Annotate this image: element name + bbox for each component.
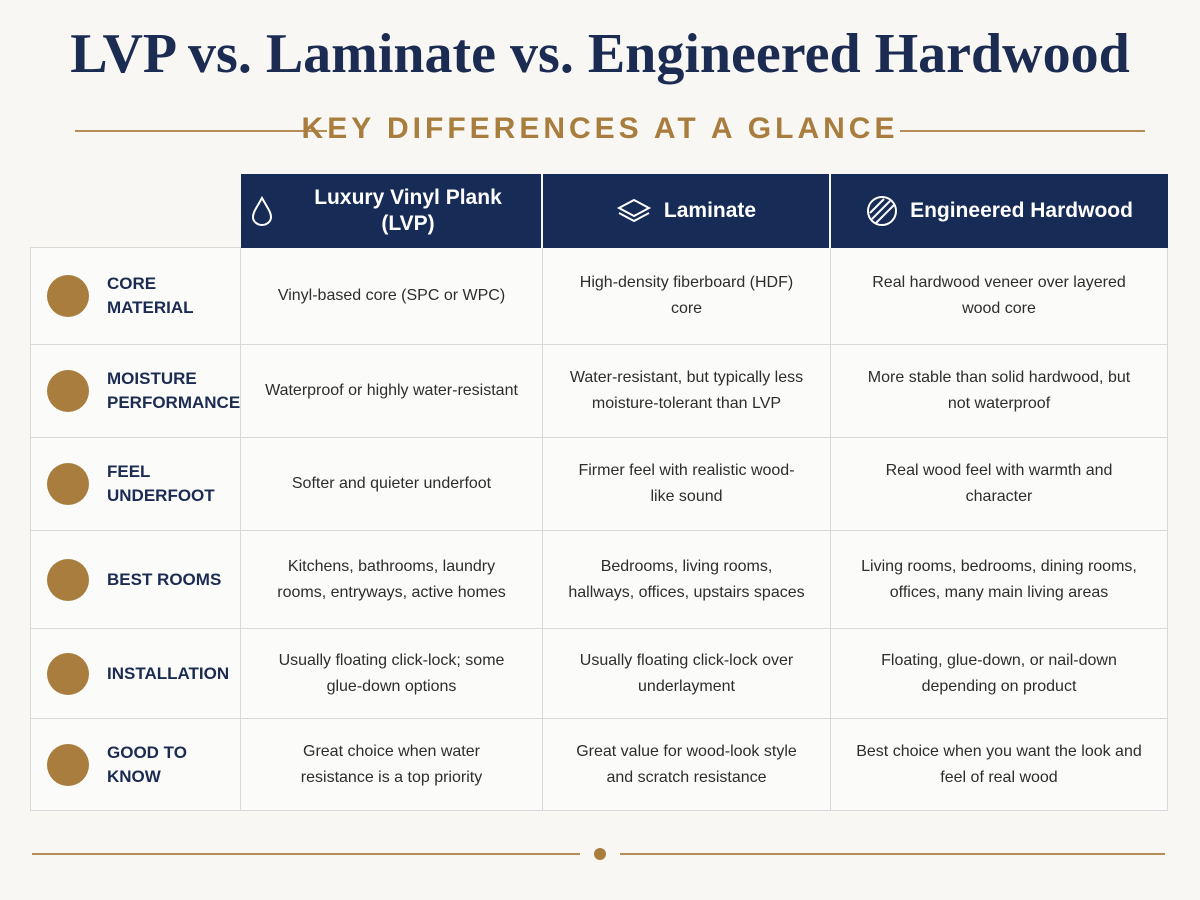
- divider: [900, 130, 1145, 132]
- table-cell: Firmer feel with realistic wood-like sou…: [543, 438, 831, 531]
- column-header: Engineered Hardwood: [831, 174, 1168, 248]
- comparison-table: Luxury Vinyl Plank (LVP) Laminate Engine…: [30, 174, 1168, 811]
- table-cell: Vinyl-based core (SPC or WPC): [241, 248, 543, 345]
- column-header: Laminate: [543, 174, 831, 248]
- table-cell: Kitchens, bathrooms, laundry rooms, entr…: [241, 531, 543, 629]
- row-label: BEST ROOMS: [107, 569, 222, 589]
- row-header: MOISTURE PERFORMANCE: [30, 345, 241, 438]
- column-header: Luxury Vinyl Plank (LVP): [241, 174, 543, 248]
- row-label: MOISTURE PERFORMANCE: [107, 369, 241, 412]
- table-cell: More stable than solid hardwood, but not…: [831, 345, 1168, 438]
- row-label: FEEL UNDERFOOT: [107, 462, 215, 505]
- divider: [620, 853, 1165, 855]
- row-header: BEST ROOMS: [30, 531, 241, 629]
- row-header: GOOD TO KNOW: [30, 719, 241, 811]
- row-label: INSTALLATION: [107, 663, 230, 683]
- row-icon: [47, 743, 89, 786]
- title: LVP vs. Laminate vs. Engineered Hardwood: [70, 23, 1130, 85]
- layers-icon: [616, 198, 652, 223]
- row-header: FEEL UNDERFOOT: [30, 438, 241, 531]
- table-cell: Waterproof or highly water-resistant: [241, 345, 543, 438]
- table-cell: Best choice when you want the look and f…: [831, 719, 1168, 811]
- row-icon: [47, 275, 89, 317]
- column-title: Laminate: [663, 199, 757, 222]
- row-icon: [47, 652, 89, 695]
- table-cell: Bedrooms, living rooms, hallways, office…: [543, 531, 831, 629]
- row-label: CORE MATERIAL: [107, 274, 194, 317]
- subtitle: KEY DIFFERENCES AT A GLANCE: [301, 112, 899, 145]
- row-icon: [47, 370, 89, 412]
- table-cell: Softer and quieter underfoot: [241, 438, 543, 531]
- row-header: CORE MATERIAL: [30, 248, 241, 345]
- ornament-dot: [594, 848, 606, 860]
- table-cell: Real hardwood veneer over layered wood c…: [831, 248, 1168, 345]
- table-cell: Great choice when water resistance is a …: [241, 719, 543, 811]
- wood-icon: [867, 196, 898, 226]
- table-cell: Floating, glue-down, or nail-down depend…: [831, 629, 1168, 719]
- column-title: Engineered Hardwood: [910, 199, 1133, 222]
- table-cell: Real wood feel with warmth and character: [831, 438, 1168, 531]
- drop-icon: [251, 196, 273, 226]
- row-header: INSTALLATION: [30, 629, 241, 719]
- table-cell: High-density fiberboard (HDF) core: [543, 248, 831, 345]
- divider: [75, 130, 327, 132]
- table-cell: Water-resistant, but typically less mois…: [543, 345, 831, 438]
- table-cell: Usually floating click-lock over underla…: [543, 629, 831, 719]
- divider: [32, 853, 580, 855]
- row-icon: [47, 558, 89, 601]
- table-cell: Living rooms, bedrooms, dining rooms, of…: [831, 531, 1168, 629]
- empty-cell: [30, 174, 241, 248]
- row-label: GOOD TO KNOW: [107, 742, 187, 786]
- row-icon: [47, 463, 89, 505]
- table-cell: Usually floating click-lock; some glue-d…: [241, 629, 543, 719]
- column-title: Luxury Vinyl Plank (LVP): [314, 186, 502, 235]
- table-cell: Great value for wood-look style and scra…: [543, 719, 831, 811]
